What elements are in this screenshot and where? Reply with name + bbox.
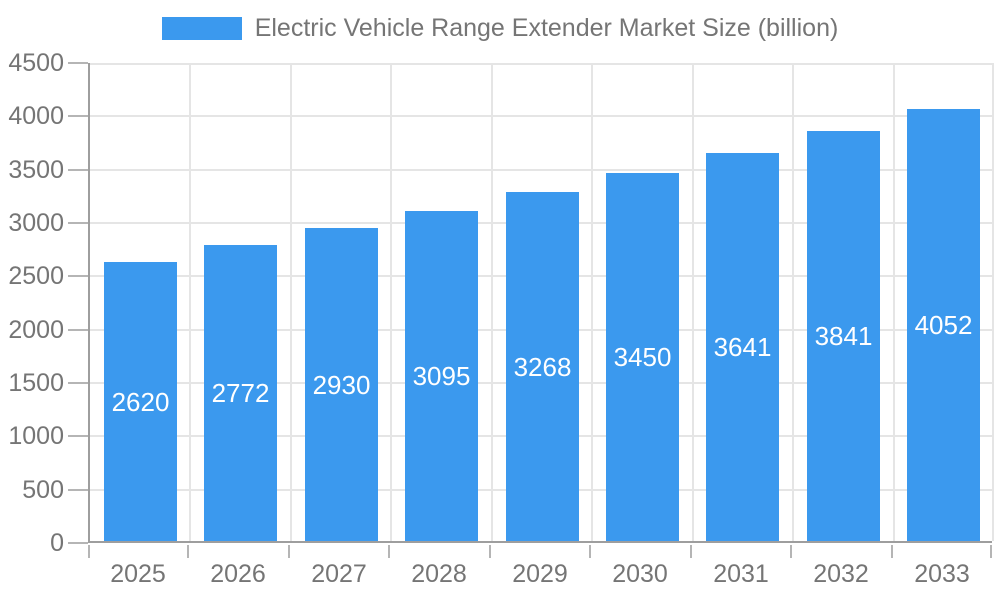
bar-2025[interactable]: 2620 bbox=[104, 262, 177, 541]
v-gridline bbox=[591, 63, 593, 541]
y-tick bbox=[68, 435, 88, 438]
x-tick bbox=[187, 545, 189, 558]
x-axis-tick-label: 2026 bbox=[210, 560, 266, 588]
x-tick bbox=[990, 545, 992, 558]
y-tick bbox=[68, 275, 88, 278]
y-tick bbox=[68, 488, 88, 491]
x-axis-tick-label: 2025 bbox=[110, 560, 166, 588]
y-axis-tick-label: 3500 bbox=[8, 155, 64, 184]
x-axis-tick-label: 2028 bbox=[411, 560, 467, 588]
y-tick bbox=[68, 115, 88, 118]
x-tick bbox=[589, 545, 591, 558]
y-tick bbox=[68, 328, 88, 331]
y-axis-tick-label: 2500 bbox=[8, 262, 64, 291]
bar-2026[interactable]: 2772 bbox=[204, 245, 277, 541]
x-tick bbox=[388, 545, 390, 558]
bar-value-label: 3095 bbox=[412, 361, 471, 391]
v-gridline bbox=[992, 63, 994, 541]
y-tick bbox=[68, 62, 88, 64]
h-gridline bbox=[90, 115, 992, 118]
v-gridline bbox=[491, 63, 493, 541]
y-tick bbox=[68, 222, 88, 224]
h-gridline bbox=[90, 63, 992, 65]
x-axis-tick-label: 2032 bbox=[813, 560, 869, 588]
bar-2029[interactable]: 3268 bbox=[506, 192, 579, 541]
x-axis-tick-label: 2030 bbox=[612, 560, 668, 588]
v-gridline bbox=[290, 63, 292, 541]
bar-value-label: 2772 bbox=[211, 378, 270, 408]
y-axis-tick-label: 1000 bbox=[8, 422, 64, 451]
y-axis-tick-label: 2000 bbox=[8, 315, 64, 344]
bar-value-label: 2620 bbox=[111, 386, 170, 417]
y-axis-tick-label: 3000 bbox=[8, 209, 64, 237]
y-axis-tick-label: 500 bbox=[22, 475, 64, 504]
h-gridline bbox=[90, 168, 992, 171]
bar-value-label: 3268 bbox=[513, 351, 572, 382]
x-axis-tick-label: 2029 bbox=[512, 560, 568, 588]
v-gridline bbox=[189, 63, 191, 541]
bar-value-label: 3841 bbox=[814, 321, 873, 351]
y-axis-tick-label: 4000 bbox=[8, 102, 64, 131]
x-tick bbox=[88, 545, 90, 558]
y-tick bbox=[68, 382, 88, 384]
x-axis-tick-label: 2031 bbox=[713, 560, 769, 588]
y-axis-tick-label: 4500 bbox=[8, 49, 64, 77]
v-gridline bbox=[692, 63, 694, 541]
bar-2027[interactable]: 2930 bbox=[305, 228, 378, 541]
bar-value-label: 4052 bbox=[914, 310, 973, 340]
bar-value-label: 3450 bbox=[613, 342, 672, 372]
x-tick bbox=[288, 545, 290, 558]
x-tick bbox=[690, 545, 692, 558]
bar-value-label: 2930 bbox=[312, 369, 371, 400]
bar-2030[interactable]: 3450 bbox=[606, 173, 679, 541]
v-gridline bbox=[893, 63, 895, 541]
bar-2033[interactable]: 4052 bbox=[907, 109, 980, 541]
legend[interactable]: Electric Vehicle Range Extender Market S… bbox=[0, 14, 1000, 43]
legend-label: Electric Vehicle Range Extender Market S… bbox=[254, 14, 839, 42]
x-tick bbox=[489, 545, 491, 558]
y-axis-tick-label: 1500 bbox=[8, 369, 64, 397]
y-axis-tick-label: 0 bbox=[50, 529, 64, 557]
x-tick bbox=[790, 545, 792, 558]
y-tick bbox=[68, 168, 88, 171]
bar-2032[interactable]: 3841 bbox=[807, 131, 880, 541]
bar-value-label: 3641 bbox=[713, 332, 772, 362]
bar-2028[interactable]: 3095 bbox=[405, 211, 478, 541]
bar-2031[interactable]: 3641 bbox=[706, 153, 779, 541]
plot-area: 2620 2772 2930 3095 3268 3450 3641 3841 4052 bbox=[88, 63, 994, 543]
v-gridline bbox=[792, 63, 794, 541]
x-axis-tick-label: 2033 bbox=[914, 560, 970, 588]
x-axis-tick-label: 2027 bbox=[311, 560, 367, 588]
y-tick bbox=[68, 542, 88, 544]
x-tick bbox=[891, 545, 893, 558]
legend-marker bbox=[161, 17, 242, 40]
v-gridline bbox=[390, 63, 392, 541]
